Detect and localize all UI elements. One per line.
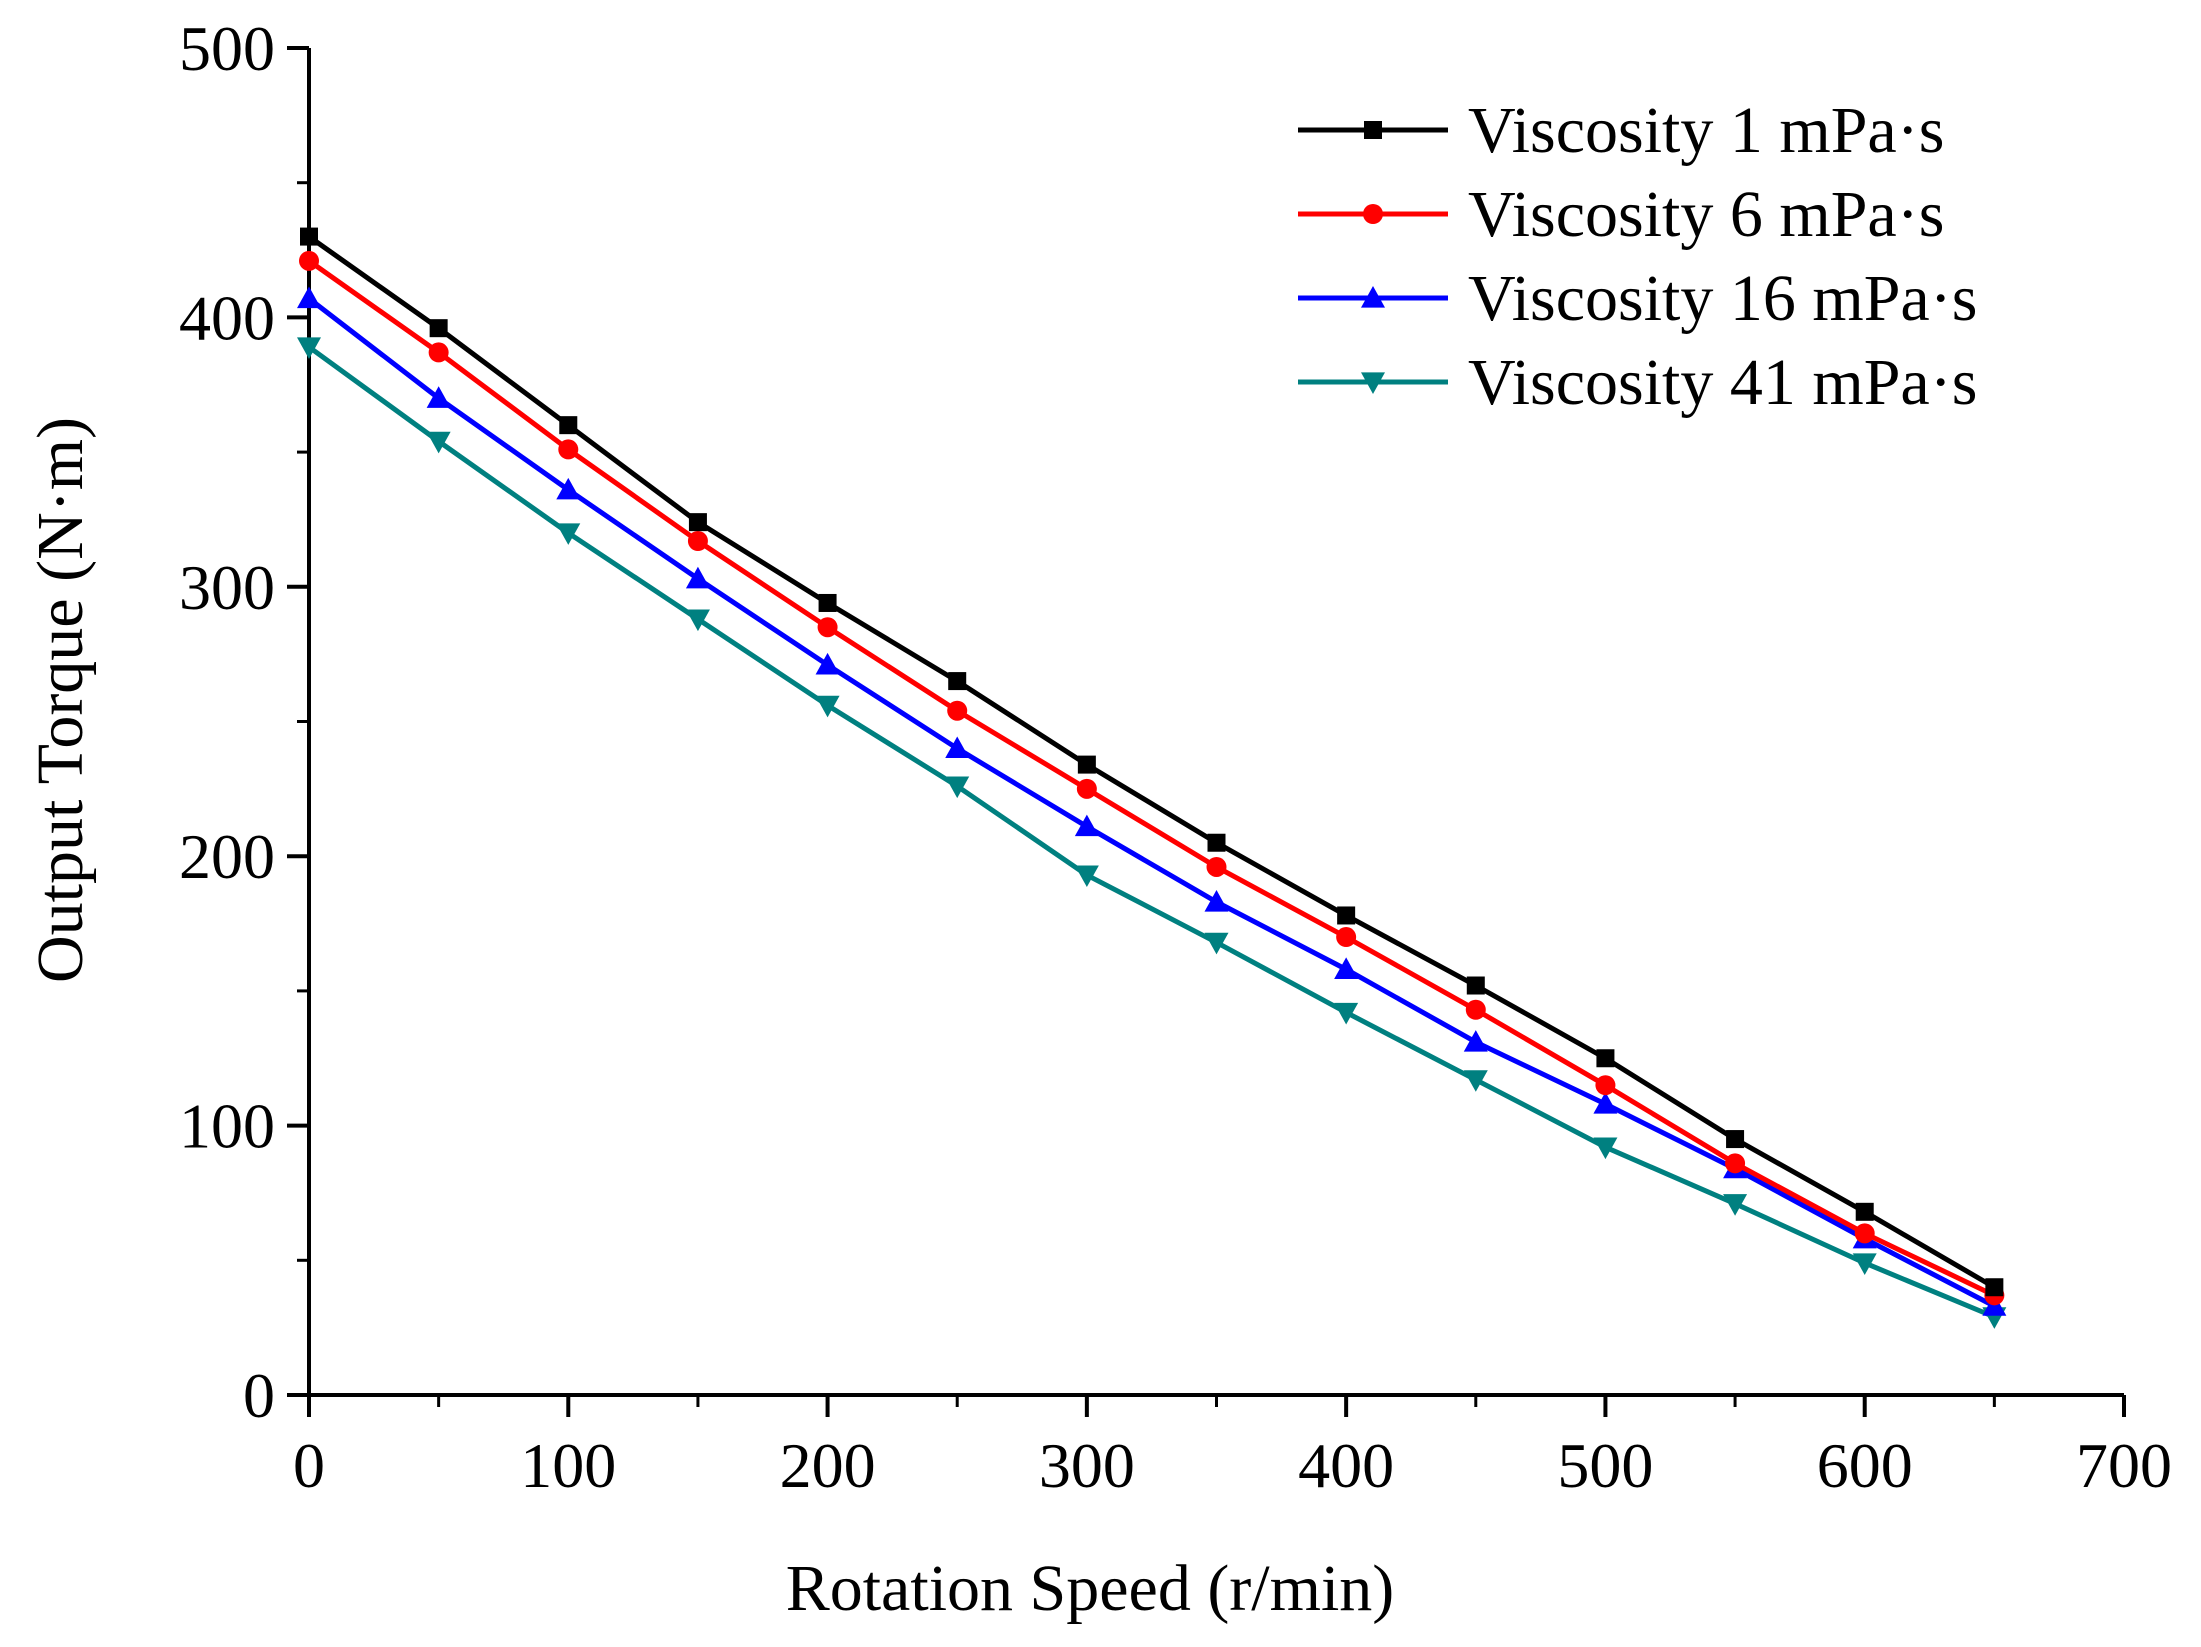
data-point	[947, 700, 968, 721]
x-axis-title: Rotation Speed (r/min)	[786, 1552, 1395, 1625]
y-tick-label: 500	[179, 13, 275, 84]
x-tick-label: 500	[1557, 1430, 1653, 1501]
data-point	[558, 439, 579, 460]
data-point	[1074, 865, 1099, 888]
data-point	[818, 593, 837, 612]
data-point	[1985, 1278, 2004, 1297]
data-point	[688, 513, 707, 532]
legend-label: Viscosity 16 mPa·s	[1468, 262, 1977, 335]
data-point	[429, 319, 448, 338]
data-point	[1596, 1049, 1615, 1068]
series-line	[307, 258, 1996, 1298]
y-tick-label: 100	[179, 1091, 275, 1162]
data-point	[297, 337, 321, 360]
data-point	[815, 695, 840, 718]
legend-label: Viscosity 6 mPa·s	[1468, 178, 1944, 251]
data-point	[300, 227, 318, 246]
x-tick-label: 300	[1039, 1430, 1135, 1501]
series-2	[299, 250, 2005, 1306]
y-tick-label: 0	[243, 1360, 275, 1431]
data-point	[1077, 755, 1096, 774]
legend-item-2: Viscosity 6 mPa·s	[1298, 178, 1944, 251]
data-point	[1466, 976, 1485, 995]
legend-marker	[1361, 372, 1385, 394]
legend-marker	[1363, 204, 1383, 224]
data-point	[1726, 1130, 1745, 1149]
data-point	[1204, 932, 1229, 955]
data-point	[1334, 1002, 1359, 1025]
data-point	[297, 286, 321, 309]
data-point	[426, 386, 451, 408]
series-layer	[297, 227, 2007, 1329]
data-point	[1855, 1202, 1874, 1221]
x-tick-label: 100	[520, 1430, 616, 1501]
data-point	[1337, 906, 1356, 925]
y-axis-title: Output Torque (N·m)	[24, 417, 97, 983]
data-point	[815, 652, 840, 675]
data-point	[1336, 927, 1357, 948]
series-line	[307, 345, 1996, 1320]
data-point	[299, 250, 319, 271]
data-point	[687, 531, 708, 552]
data-point	[1593, 1137, 1618, 1160]
legend-item-3: Viscosity 16 mPa·s	[1298, 262, 1977, 335]
data-point	[1463, 1030, 1488, 1052]
legend-marker	[1361, 286, 1385, 308]
legend-label: Viscosity 1 mPa·s	[1468, 94, 1944, 167]
x-tick-label: 700	[2076, 1430, 2172, 1501]
data-point	[1463, 1070, 1488, 1092]
data-point	[1852, 1253, 1877, 1275]
series-line	[307, 234, 1996, 1290]
data-point	[556, 523, 581, 545]
y-axis: 0 100 200 300 400 500	[179, 13, 309, 1431]
data-point	[945, 776, 970, 799]
data-point	[1723, 1194, 1748, 1216]
data-point	[1334, 957, 1359, 979]
legend-item-1: Viscosity 1 mPa·s	[1298, 94, 1944, 167]
data-point	[685, 609, 710, 632]
data-point	[817, 617, 838, 638]
x-tick-label: 600	[1817, 1430, 1913, 1501]
data-point	[948, 672, 967, 691]
x-tick-label: 200	[780, 1430, 876, 1501]
y-tick-label: 200	[179, 821, 275, 892]
data-point	[426, 431, 451, 454]
x-axis: 0 100 200 300 400 500 600 700	[293, 1395, 2172, 1501]
data-point	[1076, 778, 1097, 799]
legend: Viscosity 1 mPa·s Viscosity 6 mPa·s Viscos…	[1298, 94, 1977, 419]
x-tick-label: 400	[1298, 1430, 1394, 1501]
data-point	[1207, 833, 1226, 852]
legend-marker	[1364, 121, 1382, 139]
data-point	[1854, 1223, 1875, 1244]
legend-label: Viscosity 41 mPa·s	[1468, 346, 1977, 419]
legend-item-4: Viscosity 41 mPa·s	[1298, 346, 1977, 419]
y-tick-label: 300	[179, 552, 275, 623]
data-point	[945, 736, 970, 759]
x-tick-label: 0	[293, 1430, 325, 1501]
series-line	[307, 296, 1996, 1309]
data-point	[559, 416, 578, 435]
data-point	[428, 342, 449, 363]
data-point	[1595, 1075, 1616, 1096]
data-point	[685, 566, 710, 589]
y-tick-label: 400	[179, 282, 275, 353]
series-4	[297, 337, 2007, 1329]
data-point	[1206, 856, 1227, 877]
series-1	[300, 227, 2004, 1297]
data-point	[556, 477, 581, 500]
data-point	[1074, 814, 1099, 837]
data-point	[1593, 1092, 1618, 1114]
data-point	[1465, 999, 1486, 1020]
data-point	[1204, 889, 1229, 912]
data-point	[1725, 1153, 1746, 1174]
